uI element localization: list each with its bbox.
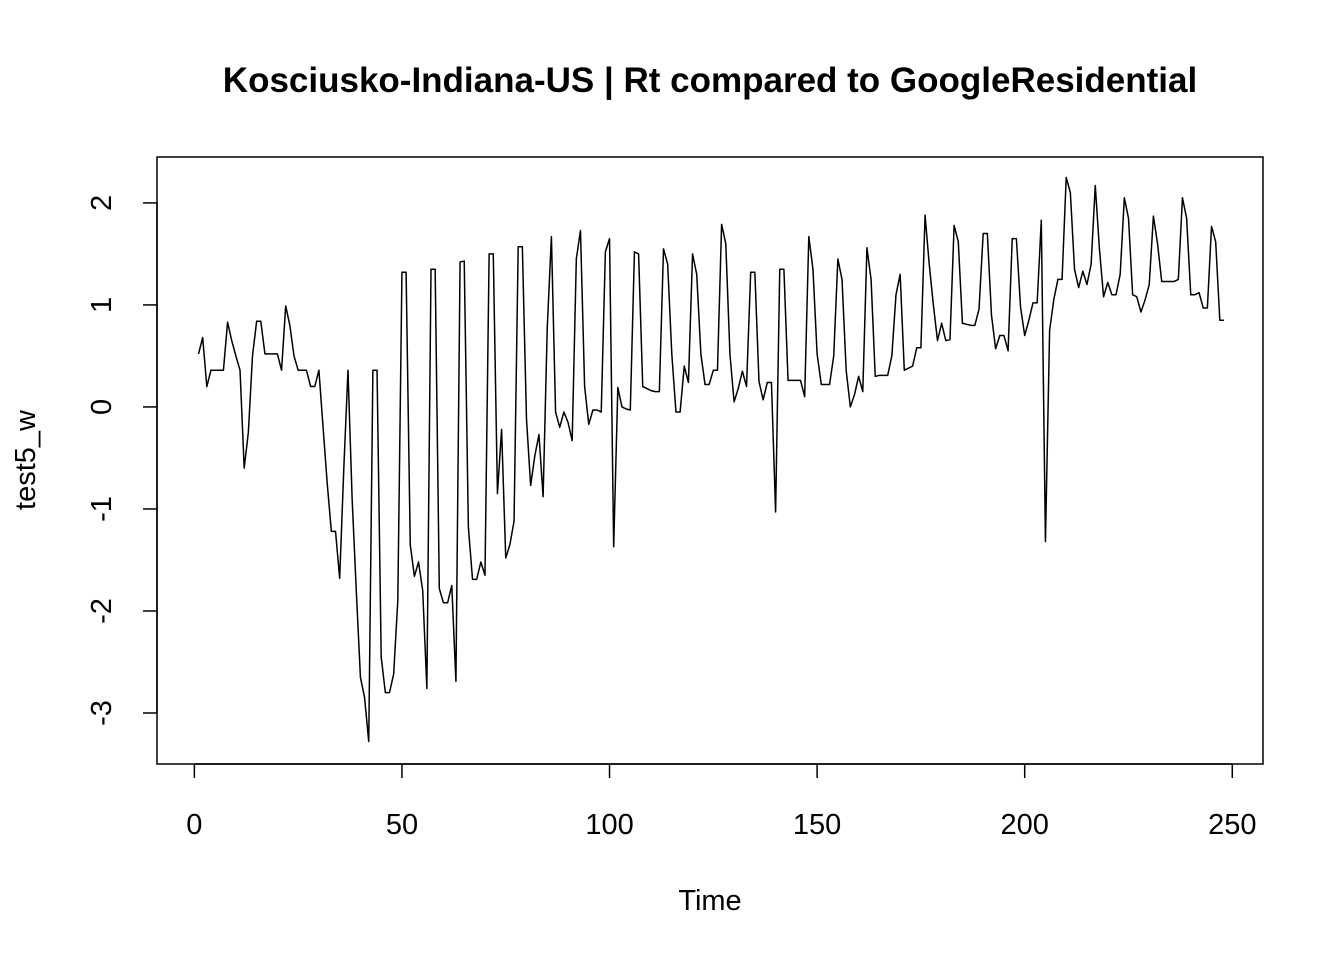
plot-frame [156,156,1264,765]
x-tick-label: 0 [186,809,202,841]
x-tick-label: 250 [1208,809,1256,841]
y-tick-label: -3 [86,700,118,726]
series-line [197,176,1224,743]
y-axis-label: test5_w [10,409,42,510]
y-tick-label: -2 [86,598,118,624]
x-tick-label: 150 [793,809,841,841]
y-tick-label: 1 [86,297,118,313]
y-tick-label: 0 [86,399,118,415]
y-tick-label: 2 [86,195,118,211]
y-tick-label: -1 [86,496,118,522]
chart-title: Kosciusko-Indiana-US | Rt compared to Go… [223,61,1197,100]
x-axis: 0 50 100 150 200 250 [186,763,1256,841]
x-axis-label: Time [678,885,741,917]
x-tick-label: 200 [1000,809,1048,841]
x-tick-label: 50 [386,809,418,841]
x-tick-label: 100 [585,809,633,841]
y-axis: -3 -2 -1 0 1 2 [86,195,158,726]
